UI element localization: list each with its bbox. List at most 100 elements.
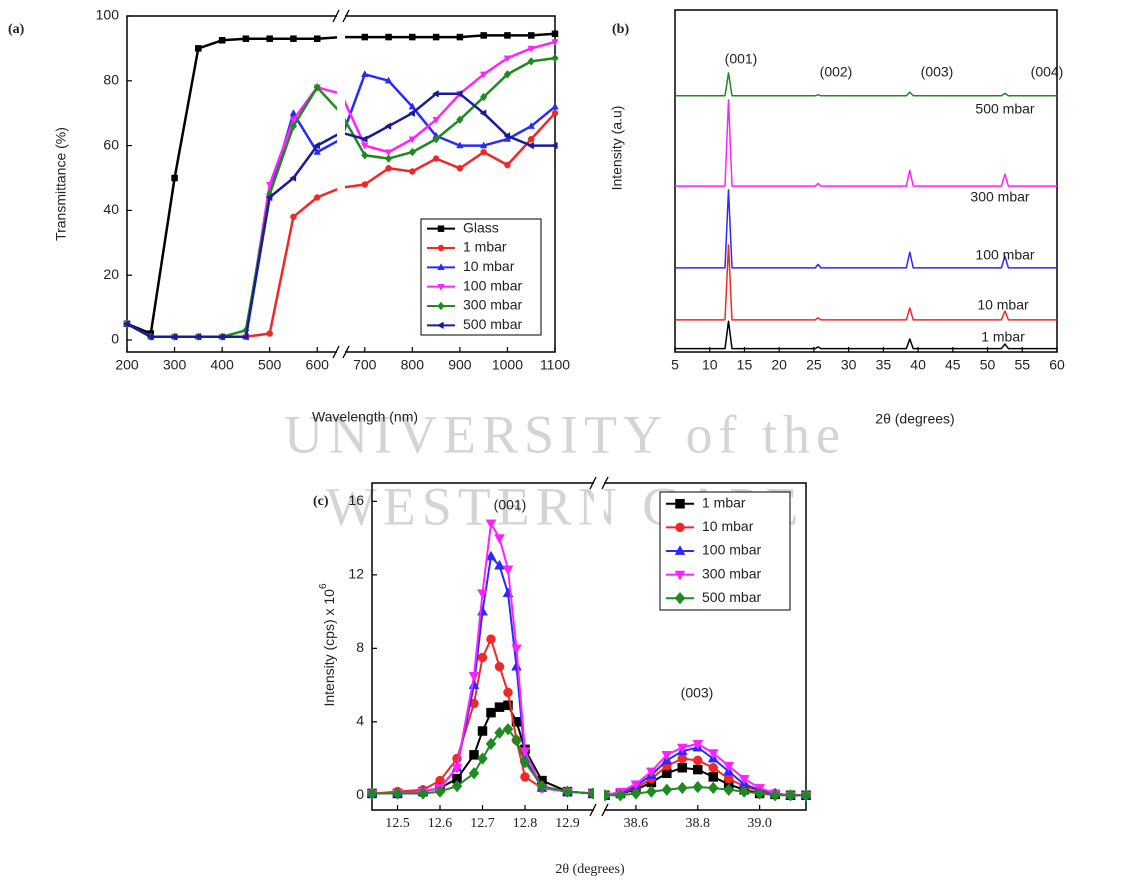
y-tick-label: 4 [356,713,364,729]
x-tick-label: 1000 [492,357,523,373]
marker [512,645,522,654]
x-axis-label: 2θ (degrees) [555,862,625,877]
series-line [372,639,806,795]
y-tick-label: 0 [111,331,119,347]
series-label: 100 mbar [975,247,1034,263]
x-tick-label: 12.9 [555,816,580,831]
marker [172,175,178,181]
marker [528,32,534,38]
y-axis-label: Intensity (cps) x 106 [318,583,337,707]
series-label: 300 mbar [970,189,1029,205]
marker [385,155,392,163]
marker [495,703,504,712]
marker [677,782,687,794]
x-tick-label: 38.6 [624,816,649,831]
x-tick-label: 55 [1014,357,1030,373]
marker [386,34,392,40]
marker [495,535,505,544]
marker [552,103,559,109]
legend-label: 100 mbar [463,277,522,293]
x-tick-label: 5 [671,357,679,373]
marker [693,781,703,793]
y-tick-label: 8 [356,639,364,655]
y-tick-label: 80 [103,72,119,88]
x-tick-label: 800 [401,357,425,373]
y-tick-label: 16 [348,492,364,508]
marker [528,57,535,65]
marker [481,32,487,38]
x-tick-label: 38.8 [686,816,711,831]
annotation: (001) [494,497,527,513]
marker [457,165,463,171]
x-tick-label: 45 [945,357,961,373]
marker [362,34,368,40]
marker [512,661,522,670]
marker [709,772,718,781]
figure: UNIVERSITY of the WESTERN CAPE (a)Transm… [0,0,1128,885]
marker [503,566,513,575]
x-tick-label: 500 [258,357,282,373]
x-tick-label: 300 [163,357,187,373]
marker [314,36,320,42]
marker [478,727,487,736]
y-tick-label: 60 [103,136,119,152]
x-tick-label: 25 [806,357,822,373]
marker [290,214,296,220]
marker [409,169,415,175]
legend-label: 10 mbar [463,258,515,274]
marker [709,763,718,772]
y-axis-label-text: Intensity (cps) x 10 [321,589,337,707]
marker [409,148,416,156]
axis-break-gap [594,481,604,812]
x-axis-label: 2θ (degrees) [875,411,954,427]
legend-label: 1 mbar [463,239,507,255]
marker [487,635,496,644]
x-tick-label: 700 [353,357,377,373]
marker [478,653,487,662]
legend-label: 1 mbar [702,495,746,511]
marker [290,36,296,42]
x-tick-label: 10 [702,357,718,373]
y-axis-label: Intensity (a.u) [609,106,625,191]
y-tick-label: 40 [103,201,119,217]
marker [470,750,479,759]
marker [504,162,510,168]
x-tick-label: 39.0 [747,816,772,831]
legend-label: 10 mbar [702,518,754,534]
panel-label: (a) [8,22,25,37]
annotation: (001) [725,51,758,67]
axis-break-gap [337,14,345,354]
marker [386,165,392,171]
marker [552,31,558,37]
legend-label: 500 mbar [463,316,522,332]
marker [314,194,320,200]
y-axis-label-exponent: 6 [318,583,329,589]
marker [438,226,444,232]
marker [676,523,685,532]
marker [693,756,702,765]
x-tick-label: 200 [115,357,139,373]
marker [739,775,749,784]
legend-label: 300 mbar [702,565,761,581]
x-tick-label: 900 [448,357,472,373]
marker [552,110,558,116]
x-tick-label: 1100 [540,357,570,373]
annotation: (004) [1031,64,1064,80]
series-label: 1 mbar [981,329,1025,345]
legend-label: 100 mbar [702,542,761,558]
x-tick-label: 12.5 [385,816,410,831]
marker [528,136,534,142]
annotation: (003) [681,685,714,701]
marker [362,181,368,187]
marker [481,149,487,155]
marker [433,34,439,40]
annotation: (003) [921,64,954,80]
y-tick-label: 20 [103,266,119,282]
marker [487,708,496,717]
marker [478,606,488,615]
series-line [675,73,1057,96]
marker [433,156,439,162]
x-tick-label: 35 [876,357,892,373]
legend-label: 500 mbar [702,589,761,605]
x-tick-label: 12.6 [428,816,453,831]
